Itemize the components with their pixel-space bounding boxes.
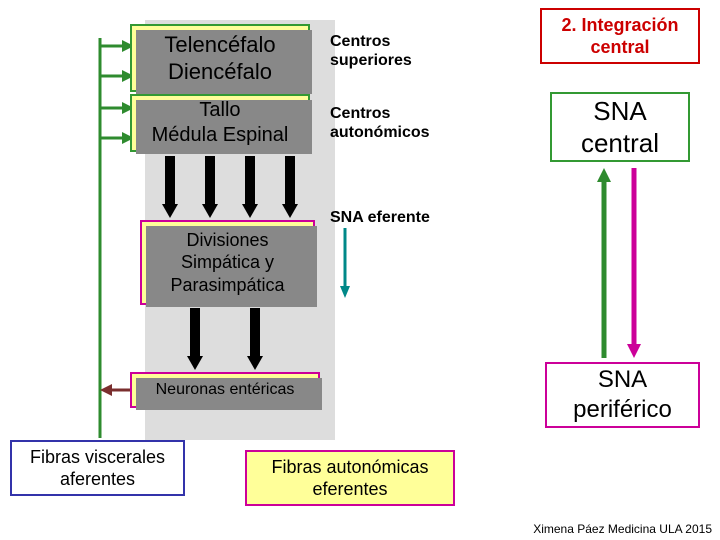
arrow-down-6 bbox=[245, 308, 265, 368]
afer-l2: aferentes bbox=[60, 468, 135, 491]
footer-text: Ximena Páez Medicina ULA 2015 bbox=[533, 522, 712, 536]
label-centros-autonomicos: Centros autonómicos bbox=[330, 104, 430, 142]
telen-l2: Diencéfalo bbox=[168, 58, 272, 86]
csup-l2: superiores bbox=[330, 51, 412, 70]
afer-l1: Fibras viscerales bbox=[30, 446, 165, 469]
arrow-maroon-left bbox=[100, 382, 134, 398]
footer-credit: Ximena Páez Medicina ULA 2015 bbox=[533, 522, 712, 536]
snac-l2: central bbox=[581, 127, 659, 160]
snaef-text: SNA eferente bbox=[330, 209, 430, 226]
green-vertical-connector bbox=[96, 38, 104, 438]
cauto-l2: autonómicos bbox=[330, 123, 430, 142]
div-l2: Simpática y bbox=[181, 251, 274, 274]
cauto-l1: Centros bbox=[330, 104, 430, 123]
csup-l1: Centros bbox=[330, 32, 412, 51]
label-centros-superiores: Centros superiores bbox=[330, 32, 412, 70]
tallo-l1: Tallo bbox=[199, 98, 240, 123]
box-telencefalo: Telencéfalo Diencéfalo bbox=[130, 24, 310, 92]
div-l1: Divisiones bbox=[186, 229, 268, 252]
arrow-green-2 bbox=[100, 68, 134, 84]
box-divisiones: Divisiones Simpática y Parasimpática bbox=[140, 220, 315, 305]
neuronas-text: Neuronas entéricas bbox=[156, 380, 295, 400]
box-fibras-eferentes: Fibras autonómicas eferentes bbox=[245, 450, 455, 506]
box-sna-central: SNA central bbox=[550, 92, 690, 162]
arrow-down-magenta-tall bbox=[625, 168, 643, 358]
integ-l1: 2. Integración bbox=[561, 14, 678, 37]
efer-l2: eferentes bbox=[312, 478, 387, 501]
arrow-down-5 bbox=[185, 308, 205, 368]
arrow-green-1 bbox=[100, 38, 134, 54]
label-sna-eferente: SNA eferente bbox=[330, 208, 430, 227]
arrow-teal-down bbox=[338, 228, 352, 298]
box-neuronas: Neuronas entéricas bbox=[130, 372, 320, 408]
arrow-green-4 bbox=[100, 130, 134, 146]
arrow-up-green-tall bbox=[595, 168, 613, 358]
box-fibras-aferentes: Fibras viscerales aferentes bbox=[10, 440, 185, 496]
arrow-green-3 bbox=[100, 100, 134, 116]
snap-l1: SNA bbox=[598, 365, 647, 395]
box-sna-periferico: SNA periférico bbox=[545, 362, 700, 428]
arrow-down-3 bbox=[240, 156, 260, 216]
arrow-down-4 bbox=[280, 156, 300, 216]
arrow-down-1 bbox=[160, 156, 180, 216]
box-integracion: 2. Integración central bbox=[540, 8, 700, 64]
arrow-down-2 bbox=[200, 156, 220, 216]
integ-l2: central bbox=[590, 36, 649, 59]
box-tallo: Tallo Médula Espinal bbox=[130, 94, 310, 152]
telen-l1: Telencéfalo bbox=[164, 31, 275, 59]
tallo-l2: Médula Espinal bbox=[152, 123, 289, 148]
snac-l1: SNA bbox=[593, 95, 646, 128]
snap-l2: periférico bbox=[573, 395, 672, 425]
efer-l1: Fibras autonómicas bbox=[271, 456, 428, 479]
div-l3: Parasimpática bbox=[170, 274, 284, 297]
